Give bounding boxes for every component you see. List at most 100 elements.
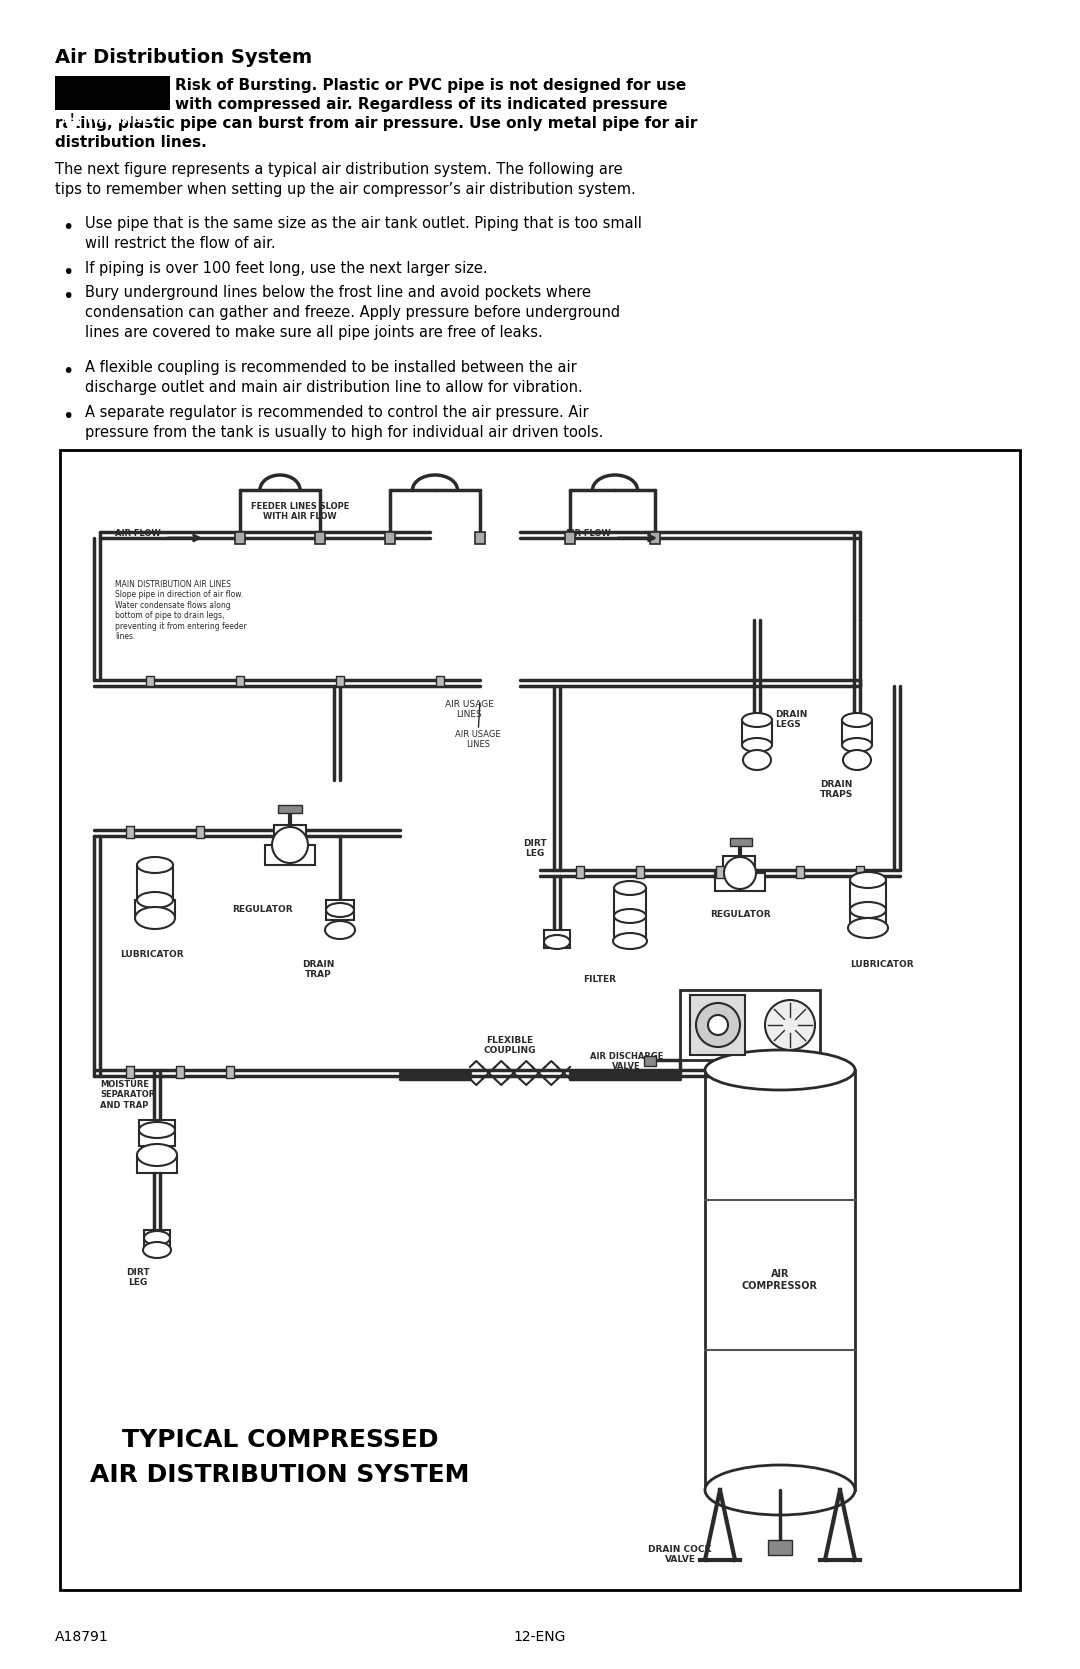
- Text: FLEXIBLE
COUPLING: FLEXIBLE COUPLING: [484, 1035, 537, 1055]
- Ellipse shape: [705, 1050, 855, 1090]
- Text: TYPICAL COMPRESSED: TYPICAL COMPRESSED: [122, 1429, 438, 1452]
- Bar: [742, 719, 772, 744]
- Ellipse shape: [613, 933, 647, 950]
- Circle shape: [272, 828, 308, 863]
- Bar: [195, 826, 204, 838]
- Text: DRAIN
TRAPS: DRAIN TRAPS: [820, 779, 853, 799]
- Bar: [139, 1120, 175, 1147]
- Ellipse shape: [325, 921, 355, 940]
- Text: LUBRICATOR: LUBRICATOR: [850, 960, 914, 970]
- Text: rating, plastic pipe can burst from air pressure. Use only metal pipe for air: rating, plastic pipe can burst from air …: [55, 117, 698, 130]
- Text: •: •: [62, 407, 73, 426]
- Circle shape: [724, 856, 756, 890]
- Ellipse shape: [544, 935, 570, 950]
- Bar: [326, 900, 354, 920]
- Ellipse shape: [842, 738, 872, 753]
- Ellipse shape: [615, 881, 646, 895]
- Bar: [615, 888, 646, 916]
- Text: AIR USAGE
LINES: AIR USAGE LINES: [455, 703, 501, 749]
- Bar: [176, 1066, 184, 1078]
- Bar: [796, 866, 804, 878]
- Ellipse shape: [743, 749, 771, 769]
- Text: WARNING:: WARNING:: [86, 113, 159, 127]
- Bar: [856, 866, 864, 878]
- Text: FEEDER LINES SLOPE
WITH AIR FLOW: FEEDER LINES SLOPE WITH AIR FLOW: [251, 502, 349, 521]
- Text: AIR
COMPRESSOR: AIR COMPRESSOR: [742, 1268, 818, 1290]
- Text: A flexible coupling is recommended to be installed between the air
discharge out: A flexible coupling is recommended to be…: [85, 361, 583, 396]
- Bar: [650, 532, 660, 544]
- Bar: [576, 866, 584, 878]
- Ellipse shape: [137, 891, 173, 908]
- Ellipse shape: [842, 713, 872, 728]
- Text: A18791: A18791: [55, 1631, 109, 1644]
- Bar: [265, 845, 315, 865]
- Text: A separate regulator is recommended to control the air pressure. Air
pressure fr: A separate regulator is recommended to c…: [85, 406, 604, 441]
- Bar: [384, 532, 395, 544]
- Bar: [60, 451, 1020, 1591]
- Circle shape: [708, 1015, 728, 1035]
- Ellipse shape: [705, 1465, 855, 1515]
- Bar: [636, 866, 644, 878]
- Ellipse shape: [135, 906, 175, 930]
- Bar: [730, 838, 752, 846]
- Text: AIR DISTRIBUTION SYSTEM: AIR DISTRIBUTION SYSTEM: [91, 1464, 470, 1487]
- Bar: [336, 676, 345, 686]
- FancyBboxPatch shape: [55, 77, 170, 110]
- Bar: [226, 1066, 234, 1078]
- Ellipse shape: [615, 910, 646, 923]
- Bar: [615, 916, 646, 941]
- Ellipse shape: [143, 1242, 171, 1258]
- Ellipse shape: [326, 903, 354, 916]
- Text: 12-ENG: 12-ENG: [514, 1631, 566, 1644]
- Ellipse shape: [137, 856, 173, 873]
- Text: •: •: [62, 219, 73, 237]
- Bar: [475, 532, 485, 544]
- Text: REGULATOR: REGULATOR: [232, 905, 293, 915]
- Text: Air Distribution System: Air Distribution System: [55, 48, 312, 67]
- Bar: [716, 866, 724, 878]
- Bar: [274, 824, 306, 845]
- Bar: [235, 532, 245, 544]
- Bar: [436, 676, 444, 686]
- Text: If piping is over 100 feet long, use the next larger size.: If piping is over 100 feet long, use the…: [85, 260, 488, 275]
- Bar: [144, 1230, 170, 1248]
- Bar: [315, 532, 325, 544]
- Text: DRAIN
TRAP: DRAIN TRAP: [301, 960, 334, 980]
- Bar: [544, 930, 570, 948]
- Ellipse shape: [843, 749, 870, 769]
- Ellipse shape: [742, 738, 772, 753]
- Ellipse shape: [139, 1122, 175, 1138]
- Text: DIRT
LEG: DIRT LEG: [126, 1268, 150, 1287]
- Text: REGULATOR: REGULATOR: [710, 910, 770, 920]
- Bar: [126, 1066, 134, 1078]
- Ellipse shape: [848, 918, 888, 938]
- Text: MAIN DISTRIBUTION AIR LINES
Slope pipe in direction of air flow.
Water condensat: MAIN DISTRIBUTION AIR LINES Slope pipe i…: [114, 581, 246, 641]
- Text: !: !: [70, 113, 75, 124]
- Bar: [850, 910, 886, 928]
- Bar: [644, 1056, 656, 1066]
- Text: •: •: [62, 264, 73, 282]
- Bar: [850, 880, 886, 910]
- Text: Risk of Bursting. Plastic or PVC pipe is not designed for use: Risk of Bursting. Plastic or PVC pipe is…: [175, 78, 686, 93]
- Ellipse shape: [144, 1232, 170, 1245]
- Text: Use pipe that is the same size as the air tank outlet. Piping that is too small
: Use pipe that is the same size as the ai…: [85, 215, 642, 250]
- Bar: [723, 856, 755, 875]
- Text: AIR DISCHARGE
VALVE: AIR DISCHARGE VALVE: [590, 1051, 663, 1071]
- Bar: [135, 900, 175, 918]
- Ellipse shape: [850, 901, 886, 918]
- Text: MOISTURE
SEPARATOR
AND TRAP: MOISTURE SEPARATOR AND TRAP: [100, 1080, 156, 1110]
- Text: The next figure represents a typical air distribution system. The following are
: The next figure represents a typical air…: [55, 162, 636, 197]
- Text: AIR FLOW: AIR FLOW: [114, 529, 161, 539]
- Bar: [237, 676, 244, 686]
- Bar: [146, 676, 154, 686]
- Bar: [278, 804, 302, 813]
- Ellipse shape: [742, 713, 772, 728]
- Circle shape: [696, 1003, 740, 1046]
- Bar: [137, 865, 173, 900]
- Text: with compressed air. Regardless of its indicated pressure: with compressed air. Regardless of its i…: [175, 97, 667, 112]
- Bar: [137, 1155, 177, 1173]
- Bar: [126, 826, 134, 838]
- Ellipse shape: [850, 871, 886, 888]
- Bar: [705, 1070, 855, 1490]
- Text: AIR USAGE
LINES: AIR USAGE LINES: [445, 699, 494, 719]
